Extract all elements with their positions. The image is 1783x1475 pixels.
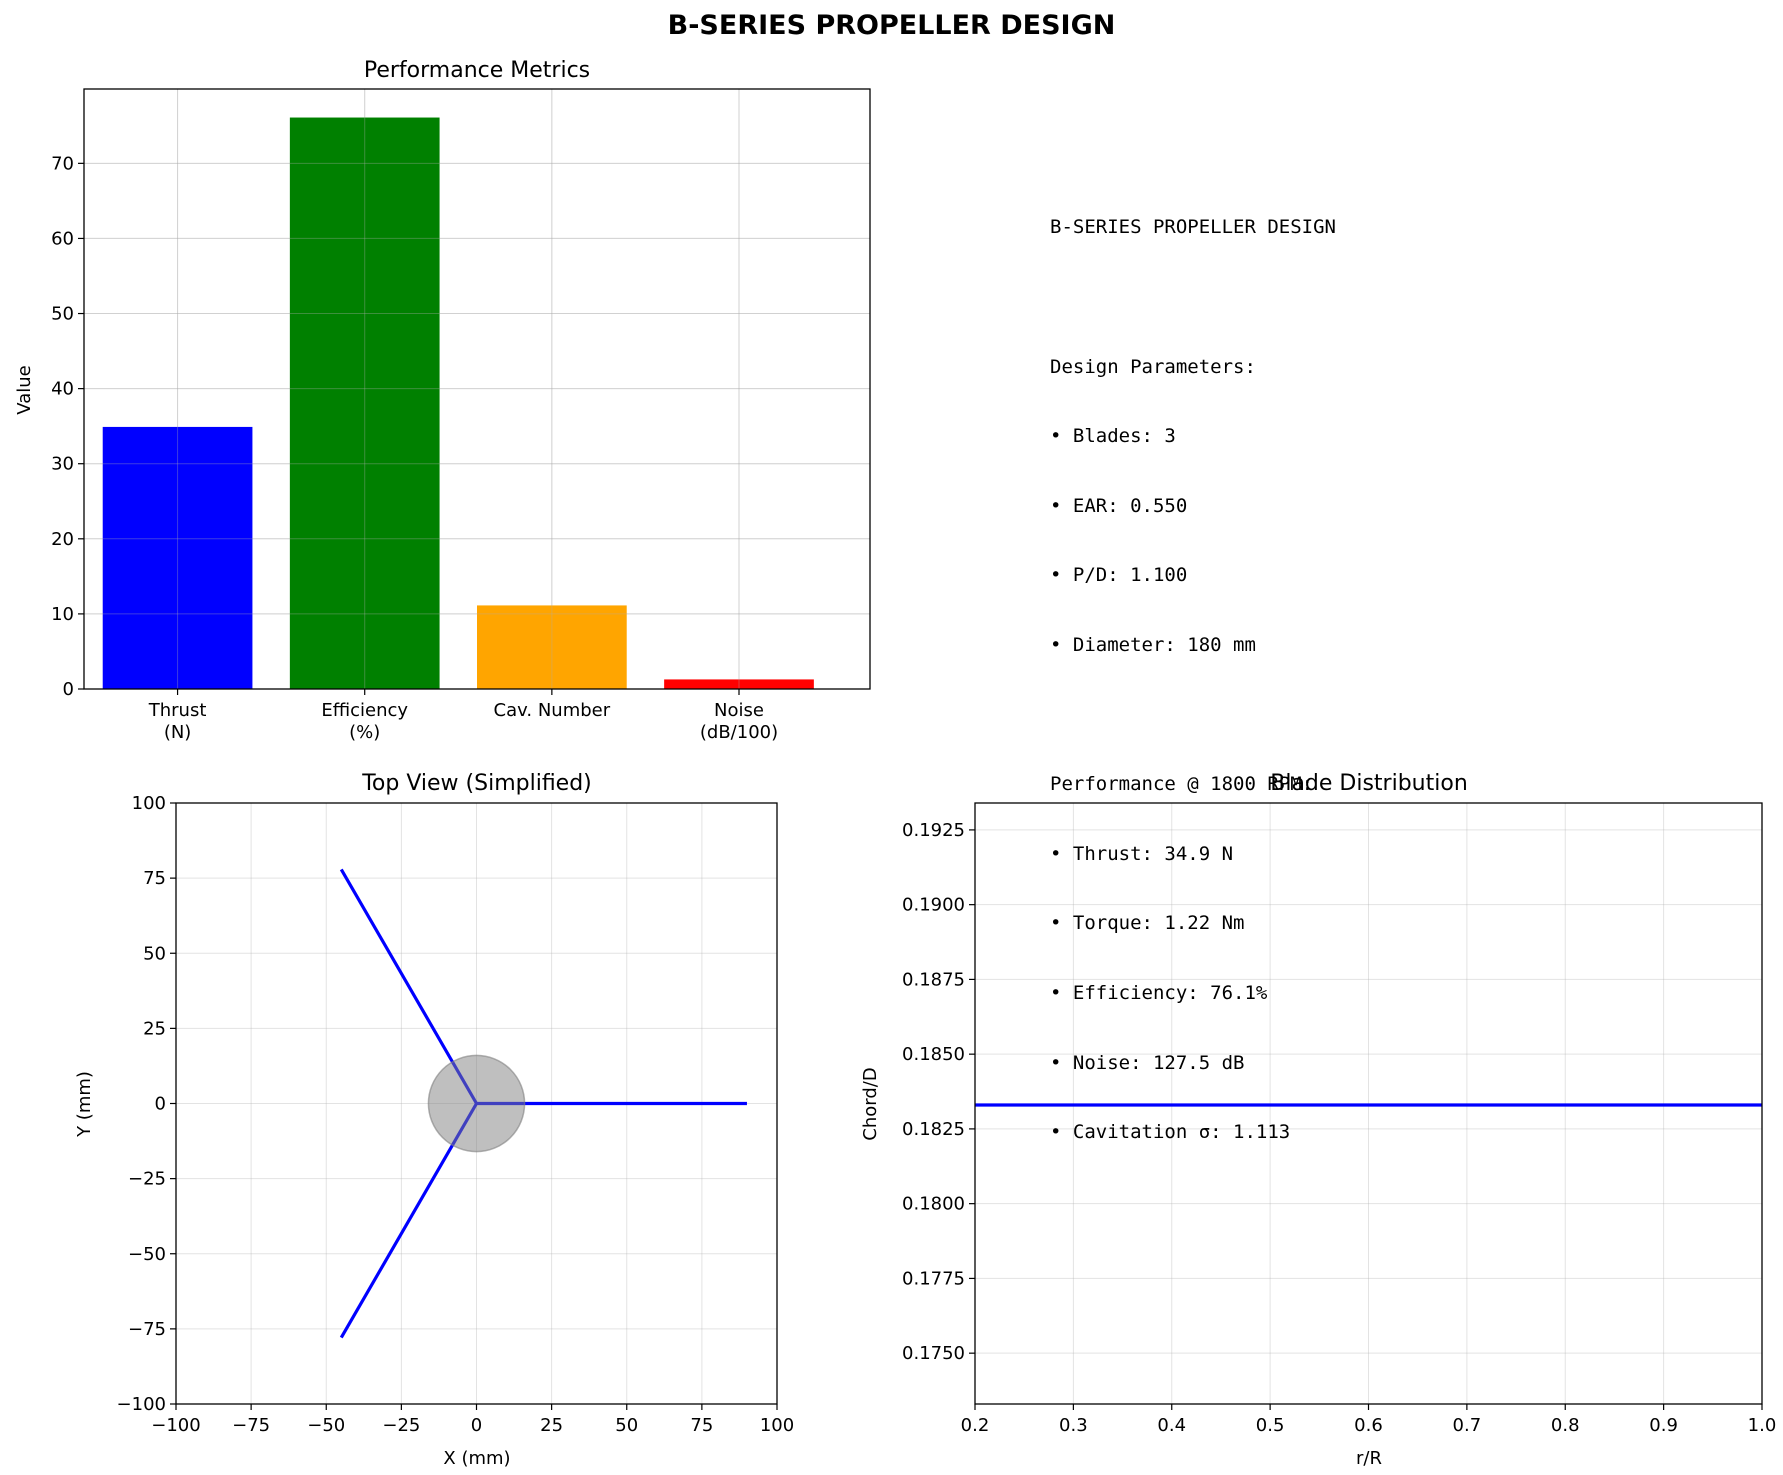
x-tick-label: Noise (dB/100)	[700, 700, 778, 743]
summary-line: • Diameter: 180 mm	[1050, 633, 1256, 656]
x-tick-label: 1.0	[1748, 1415, 1777, 1436]
y-tick-label: 70	[51, 153, 74, 174]
x-tick-label: 0.6	[1354, 1415, 1383, 1436]
summary-line: • P/D: 1.100	[1050, 564, 1188, 587]
y-tick-label: 50	[51, 304, 74, 325]
figure-title: B-SERIES PROPELLER DESIGN	[667, 10, 1116, 41]
y-tick-label: 30	[51, 454, 74, 475]
y-tick-label: 20	[51, 529, 74, 550]
blade-title: Blade Distribution	[1270, 771, 1468, 796]
y-tick-label: 0.1775	[902, 1268, 965, 1289]
x-tick-label: 0.2	[961, 1415, 990, 1436]
y-tick-label: −25	[128, 1169, 166, 1190]
x-tick-line: Efficiency	[321, 700, 408, 721]
y-tick-label: 75	[143, 868, 166, 889]
x-tick-label: 0	[471, 1415, 482, 1436]
x-tick-label: −100	[151, 1415, 200, 1436]
y-tick-label: 100	[132, 793, 166, 814]
y-tick-label: −50	[128, 1244, 166, 1265]
y-tick-label: 10	[51, 604, 74, 625]
bar	[664, 679, 814, 689]
x-tick-label: 0.4	[1157, 1415, 1186, 1436]
y-tick-label: 0.1925	[902, 820, 965, 841]
x-tick-label: −75	[232, 1415, 270, 1436]
summary-line: Design Parameters:	[1050, 355, 1256, 378]
topview-xlabel: X (mm)	[443, 1448, 510, 1469]
x-tick-label: 0.7	[1453, 1415, 1482, 1436]
topview-title: Top View (Simplified)	[361, 771, 592, 796]
summary-line: • EAR: 0.550	[1050, 494, 1188, 517]
summary-line: • Cavitation σ: 1.113	[1050, 1121, 1291, 1144]
x-tick-label: Cav. Number	[494, 700, 611, 721]
x-tick-line: Noise	[714, 700, 764, 721]
summary-line: • Noise: 127.5 dB	[1050, 1051, 1245, 1074]
bar	[289, 117, 440, 690]
summary-line	[1050, 704, 1336, 727]
x-tick-label: 25	[540, 1415, 563, 1436]
y-tick-label: 0.1825	[902, 1119, 965, 1140]
summary-line: • Efficiency: 76.1%	[1050, 981, 1268, 1004]
y-tick-label: 40	[51, 379, 74, 400]
summary-line: B-SERIES PROPELLER DESIGN	[1050, 216, 1336, 239]
performance-plot: 0 10 20 30 40 50 60 70 Thrust (N) Efficiency (%) Cav…	[51, 88, 871, 743]
x-tick-label: −50	[307, 1415, 345, 1436]
x-tick-line: Cav. Number	[494, 700, 611, 721]
design-summary-text: B-SERIES PROPELLER DESIGN Design Paramet…	[1050, 170, 1336, 1168]
y-tick-label: 0.1875	[902, 969, 965, 990]
x-tick-line: (dB/100)	[700, 722, 778, 743]
x-tick-label: 0.8	[1551, 1415, 1580, 1436]
summary-line: Performance @ 1800 RPM:	[1050, 773, 1314, 796]
x-tick-line: (%)	[349, 722, 380, 743]
x-tick-label: −25	[382, 1415, 420, 1436]
topview-ylabel: Y (mm)	[74, 1071, 95, 1138]
y-tick-label: 0.1850	[902, 1044, 965, 1065]
y-tick-label: 0.1900	[902, 895, 965, 916]
x-tick-label: Thrust (N)	[148, 700, 207, 743]
x-tick-label: 75	[690, 1415, 713, 1436]
performance-ylabel: Value	[14, 365, 35, 414]
blade-plot: 0.2 0.3 0.4 0.5 0.6 0.7 0.8 0.9 1.0 0.1750 0.1775 0…	[902, 802, 1777, 1436]
summary-line	[1050, 286, 1336, 309]
performance-title: Performance Metrics	[364, 58, 590, 83]
y-tick-label: 60	[51, 228, 74, 249]
x-tick-label: 0.5	[1256, 1415, 1285, 1436]
summary-line: • Blades: 3	[1050, 425, 1176, 448]
x-tick-label: 0.9	[1649, 1415, 1678, 1436]
x-tick-line: (N)	[164, 722, 192, 743]
bar	[477, 605, 627, 689]
y-tick-label: 0	[63, 679, 74, 700]
y-tick-label: −100	[117, 1394, 166, 1415]
x-tick-label: 50	[615, 1415, 638, 1436]
hub-circle	[427, 1054, 526, 1153]
y-tick-label: 0.1800	[902, 1194, 965, 1215]
y-tick-label: 0.1750	[902, 1343, 965, 1364]
blade-ylabel: Chord/D	[860, 1067, 881, 1140]
x-tick-label: 0.3	[1059, 1415, 1088, 1436]
summary-line: • Thrust: 34.9 N	[1050, 842, 1234, 865]
bar	[102, 426, 253, 689]
y-tick-label: 50	[143, 943, 166, 964]
summary-line: • Torque: 1.22 Nm	[1050, 912, 1245, 935]
x-tick-line: Thrust	[148, 700, 207, 721]
y-tick-label: 0	[155, 1094, 166, 1115]
x-tick-label: 100	[760, 1415, 794, 1436]
x-tick-label: Efficiency (%)	[321, 700, 408, 743]
topview-plot: −100 −75 −50 −25 0 25 50 75 100 −100 −75 −50 −25 0 25 5…	[117, 793, 795, 1436]
blade-xlabel: r/R	[1356, 1448, 1382, 1469]
y-tick-label: 25	[143, 1018, 166, 1039]
y-tick-label: −75	[128, 1319, 166, 1340]
